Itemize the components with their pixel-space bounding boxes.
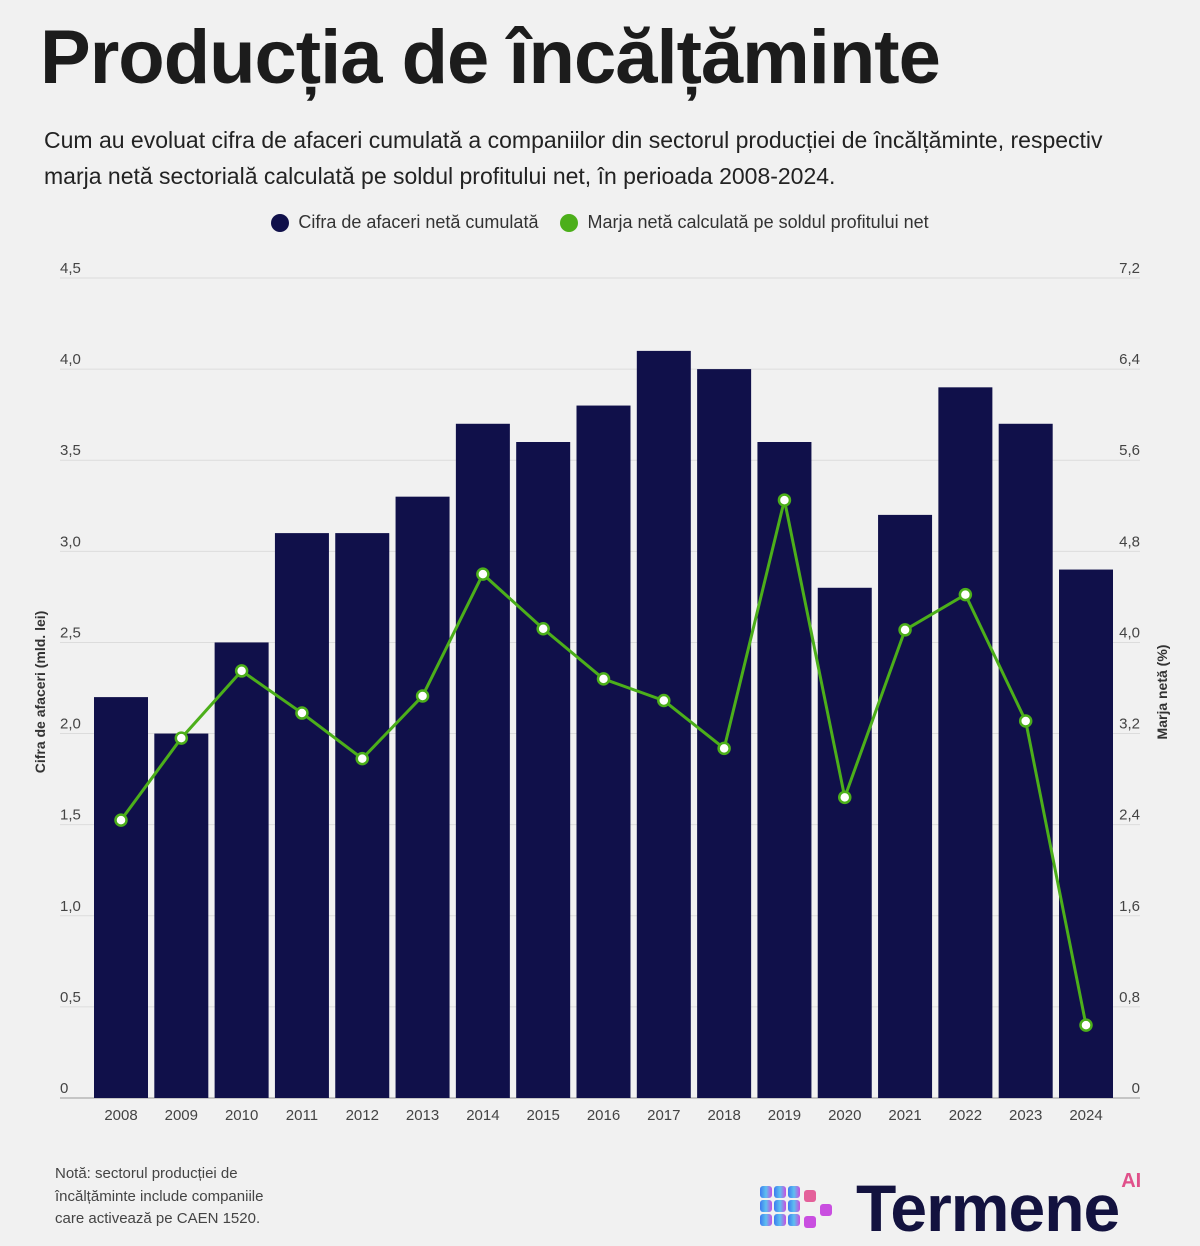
y2-tick-label: 6,4 [1119,351,1140,368]
margin-point-2011 [295,706,309,720]
legend-label-revenue: Cifra de afaceri netă cumulată [298,212,539,232]
bar-2009 [154,733,209,1098]
x-tick-label: 2014 [466,1107,499,1124]
margin-point-2024 [1079,1018,1093,1032]
y2-tick-label: 7,2 [1119,260,1140,277]
legend-label-margin: Marja netă calculată pe soldul profitulu… [587,212,929,232]
page-title: Producția de încălțăminte [40,15,941,100]
x-tick-label: 2023 [1009,1107,1042,1124]
y2-tick-label: 0 [1132,1080,1140,1097]
bar-2015 [516,442,571,1098]
bar-2013 [395,496,450,1099]
margin-point-2008 [114,813,128,827]
margin-point-2021 [898,623,912,637]
y-tick-label: 1,0 [60,898,81,915]
margin-point-2017 [657,693,671,708]
y-axis-label: Cifra de afaceri (mld. lei) [32,611,48,774]
margin-point-2012 [355,751,369,766]
margin-point-2016 [596,672,611,686]
y2-axis-label: Marja netă (%) [1154,645,1170,740]
margin-point-2018 [717,741,731,756]
y-tick-label: 0 [60,1080,68,1097]
y2-tick-label: 5,6 [1119,442,1140,459]
y-tick-label: 2,0 [60,716,81,733]
margin-point-2014 [476,567,490,581]
bar-2017 [636,350,691,1098]
margin-point-2020 [838,790,852,805]
cube-logo-icon [760,1186,832,1228]
x-tick-label: 2009 [165,1107,198,1124]
bar-2011 [274,533,329,1098]
bar-2016 [576,405,631,1098]
y2-tick-label: 2,4 [1119,807,1140,824]
page-subtitle: Cum au evoluat cifra de afaceri cumulată… [44,127,1103,189]
bar-2014 [455,423,510,1098]
bar-2020 [817,587,872,1098]
y2-tick-label: 1,6 [1119,898,1140,915]
bar-2022 [938,387,993,1098]
x-tick-label: 2021 [888,1107,921,1124]
bar-2010 [214,642,269,1098]
y-tick-label: 0,5 [60,989,81,1006]
x-tick-label: 2024 [1069,1107,1102,1124]
bar-2012 [335,533,390,1098]
y2-tick-label: 4,8 [1119,533,1140,550]
x-tick-label: 2019 [768,1107,801,1124]
footnote: Notă: sectorul producției de încălțămint… [55,1165,264,1227]
logo-ai-badge: AI [1121,1170,1142,1192]
margin-point-2022 [958,587,973,602]
bar-2019 [757,442,812,1098]
y-tick-label: 2,5 [60,624,81,641]
chart: 0 0 0,5 0,8 1,0 1,6 1,5 2,4 2,0 3,2 2,5 4,0 3,0 4,8 3,… [32,260,1170,1124]
chart-legend: Cifra de afaceri netă cumulată Marja net… [0,212,1200,233]
legend-item-margin: Marja netă calculată pe soldul profitulu… [560,212,929,233]
margin-point-2015 [536,622,550,636]
y-tick-label: 4,0 [60,351,81,368]
margin-point-2010 [234,664,249,678]
x-tick-label: 2008 [104,1107,137,1124]
x-tick-label: 2017 [647,1107,680,1124]
x-tick-label: 2012 [346,1107,379,1124]
bar-2021 [878,514,933,1098]
margin-point-2009 [174,731,189,745]
y-tick-label: 1,5 [60,807,81,824]
bar-2023 [998,423,1053,1098]
x-tick-label: 2010 [225,1107,258,1124]
y2-tick-label: 4,0 [1119,624,1140,641]
x-tick-label: 2011 [286,1107,318,1124]
legend-dot-revenue [271,213,290,232]
margin-point-2019 [777,493,792,507]
legend-dot-margin [560,213,579,232]
x-tick-label: 2016 [587,1107,620,1124]
y-tick-label: 3,0 [60,533,81,550]
x-tick-label: 2018 [707,1107,740,1124]
bar-2024 [1059,569,1113,1098]
margin-point-2023 [1018,714,1033,728]
x-tick-label: 2015 [527,1107,560,1124]
y-tick-label: 3,5 [60,442,81,459]
logo-text: Termene [856,1171,1120,1245]
termene-logo: Termene AI [758,1170,1141,1246]
x-tick-label: 2020 [828,1107,861,1124]
y2-tick-label: 0,8 [1119,989,1140,1006]
y-tick-label: 4,5 [60,260,81,277]
y2-tick-label: 3,2 [1119,716,1140,733]
legend-item-revenue: Cifra de afaceri netă cumulată [271,212,538,233]
bar-2008 [94,697,148,1098]
x-tick-label: 2013 [406,1107,439,1124]
margin-point-2013 [415,689,430,703]
x-tick-label: 2022 [949,1107,982,1124]
